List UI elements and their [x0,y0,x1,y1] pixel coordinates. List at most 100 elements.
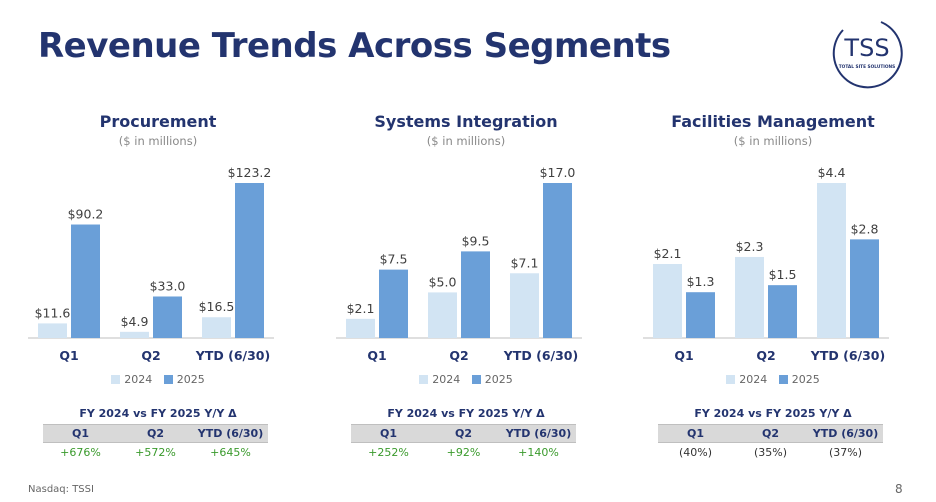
bar-2024 [817,183,846,338]
bar-2025 [686,292,715,338]
x-tick-label: Q1 [367,348,386,363]
legend-swatch-2025 [163,375,173,384]
chart-legend: 2024 2025 [316,373,616,386]
legend-label-2024: 2024 [432,373,461,386]
systems-integration-chart: $2.1 $7.5 Q1 $5.0 $9.5 Q2 $7.1 $17.0 YTD (6/30) [336,165,582,363]
yoy-header-ytd: YTD (6/30) [501,424,576,443]
yoy-value-q1: +252% [368,446,409,459]
legend-label-2025: 2025 [791,373,820,386]
legend-item-2024: 2024 [111,373,152,386]
yoy-header-row: Q1 Q2 YTD (6/30) [658,424,883,443]
logo-subtext: TOTAL SITE SOLUTIONS [839,64,896,70]
data-label: $2.3 [736,239,764,254]
data-label: $33.0 [150,278,186,293]
data-label: $2.1 [347,301,375,316]
chart-subtitle: ($ in millions) [118,134,198,148]
yoy-title: FY 2024 vs FY 2025 Y/Y Δ [387,407,545,420]
procurement-panel: Procurement ($ in millions) $11.6 $90.2 Q1… [8,110,308,470]
yoy-value-ytd: +645% [210,446,251,459]
data-label: $11.6 [35,305,71,320]
legend-label-2024: 2024 [739,373,768,386]
yoy-value-q1: +676% [60,446,101,459]
yoy-header-q1: Q1 [658,424,733,443]
yoy-header-ytd: YTD (6/30) [808,424,883,443]
chart-subtitle: ($ in millions) [733,134,813,148]
data-label: $7.1 [511,255,539,270]
bar-2025 [153,296,182,338]
data-label: $7.5 [380,252,408,267]
legend-item-2025: 2025 [471,373,513,386]
data-label: $5.0 [429,274,457,289]
yoy-value-row: +252% +92% +140% [351,443,576,463]
page-title: Revenue Trends Across Segments [38,26,671,66]
yoy-table: Q1 Q2 YTD (6/30) +252% +92% +140% [351,424,576,462]
legend-item-2025: 2025 [778,373,820,386]
bar-2024 [653,264,682,338]
bar-2025 [235,183,264,338]
yoy-header-row: Q1 Q2 YTD (6/30) [351,424,576,443]
yoy-title: FY 2024 vs FY 2025 Y/Y Δ [79,407,237,420]
bar-2024 [38,323,67,338]
data-label: $17.0 [540,165,576,180]
legend-swatch-2024 [726,375,736,384]
logo-text: TSS [843,34,889,62]
data-label: $1.5 [769,267,797,282]
data-label: $16.5 [199,299,235,314]
x-tick-label: Q2 [449,348,468,363]
legend-swatch-2024 [111,375,121,384]
yoy-value-q2: (35%) [753,446,788,459]
yoy-value-ytd: (37%) [828,446,863,459]
x-tick-label: Q2 [756,348,775,363]
yoy-header-row: Q1 Q2 YTD (6/30) [43,424,268,443]
legend-item-2024: 2024 [419,373,460,386]
bar-2025 [71,224,100,338]
yoy-table: Q1 Q2 YTD (6/30) (40%) (35%) (37%) [658,424,883,462]
facilities-management-chart: $2.1 $1.3 Q1 $2.3 $1.5 Q2 $4.4 $2.8 YTD (6/30) [643,165,889,363]
yoy-header-q1: Q1 [43,424,118,443]
data-label: $2.8 [851,221,879,236]
legend-label-2025: 2025 [484,373,513,386]
bar-2024 [202,317,231,338]
logo-circle: TSS TOTAL SITE SOLUTIONS [832,21,903,89]
legend-swatch-2024 [419,375,429,384]
page-number: 8 [895,482,903,496]
chart-subtitle: ($ in millions) [426,134,506,148]
bar-2024 [120,331,149,338]
yoy-value-ytd: +140% [518,446,559,459]
bar-2025 [850,239,879,338]
chart-title: Systems Integration [374,112,558,131]
data-label: $90.2 [68,207,104,222]
bar-2025 [379,269,408,338]
yoy-header-q2: Q2 [118,424,193,443]
legend-label-2025: 2025 [176,373,205,386]
tss-logo: TSS TOTAL SITE SOLUTIONS [829,16,905,92]
legend-label-2024: 2024 [124,373,153,386]
chart-title: Facilities Management [671,112,875,131]
x-tick-label: Q2 [141,348,160,363]
yoy-header-ytd: YTD (6/30) [193,424,268,443]
x-tick-label: YTD (6/30) [503,348,578,363]
yoy-title: FY 2024 vs FY 2025 Y/Y Δ [694,407,852,420]
legend-swatch-2025 [778,375,788,384]
chart-legend: 2024 2025 [8,373,308,386]
x-tick-label: YTD (6/30) [195,348,270,363]
chart-title: Procurement [99,112,217,131]
data-label: $123.2 [228,165,272,180]
yoy-header-q1: Q1 [351,424,426,443]
bar-2024 [428,292,457,338]
bar-2024 [510,273,539,338]
chart-legend: 2024 2025 [623,373,923,386]
yoy-table: Q1 Q2 YTD (6/30) +676% +572% +645% [43,424,268,462]
systems-integration-panel: Systems Integration ($ in millions) $2.1… [316,110,616,470]
data-label: $9.5 [462,233,490,248]
yoy-value-row: +676% +572% +645% [43,443,268,463]
bar-2025 [543,183,572,338]
legend-item-2025: 2025 [163,373,205,386]
x-tick-label: YTD (6/30) [810,348,885,363]
legend-swatch-2025 [471,375,481,384]
yoy-value-q1: (40%) [678,446,713,459]
yoy-value-row: (40%) (35%) (37%) [658,443,883,463]
procurement-chart: $11.6 $90.2 Q1 $4.9 $33.0 Q2 $16.5 $123.2 YTD (6… [28,165,274,363]
bar-2024 [346,318,375,338]
data-label: $1.3 [687,274,715,289]
